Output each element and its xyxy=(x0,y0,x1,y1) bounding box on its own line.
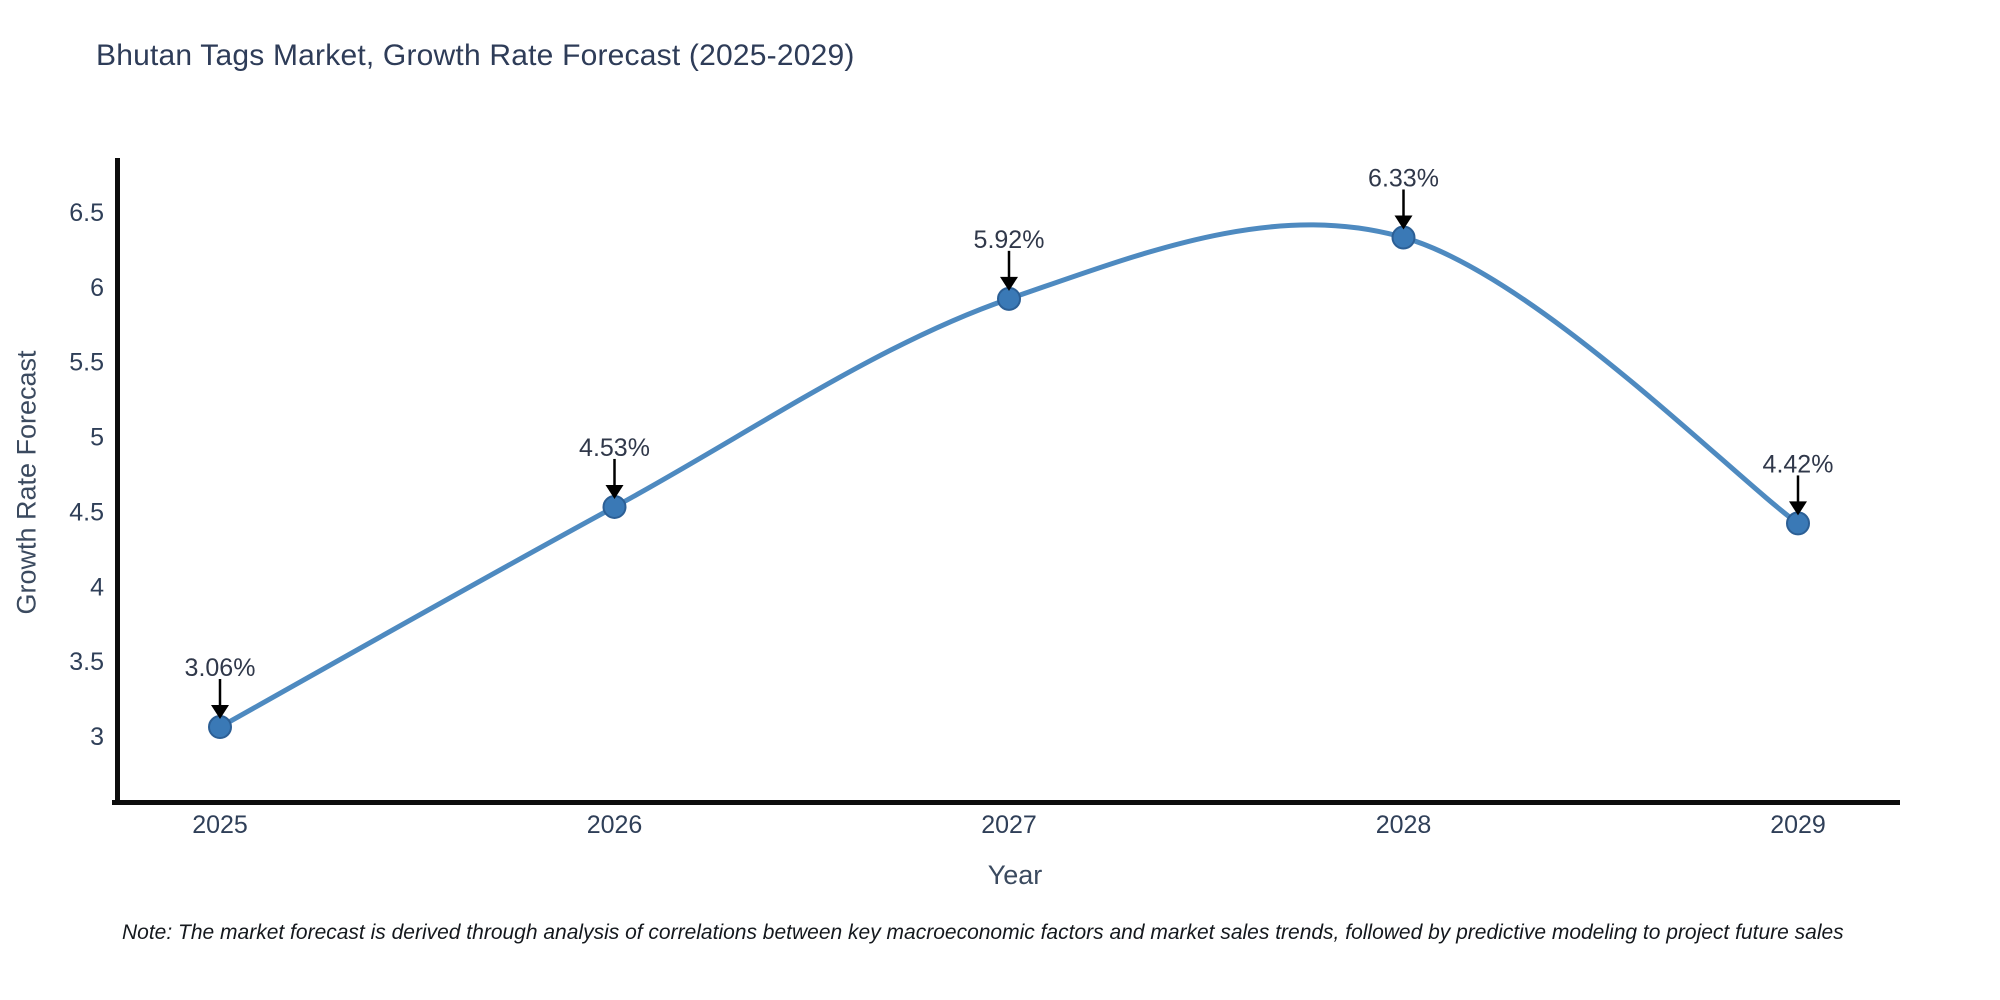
annotation-arrow-head xyxy=(605,484,624,499)
point-value-label: 3.06% xyxy=(185,654,256,682)
data-point-2029 xyxy=(1786,511,1810,536)
annotation-arrow-head xyxy=(211,705,229,720)
data-point-2026 xyxy=(602,494,627,519)
x-axis-title: Year xyxy=(987,860,1043,890)
y-tick-label: 5.5 xyxy=(69,349,104,377)
data-point-2027 xyxy=(997,286,1021,311)
y-tick-label: 4 xyxy=(90,573,104,601)
y-tick-label: 4.5 xyxy=(69,498,104,526)
annotation-arrow-head xyxy=(1000,276,1018,291)
y-axis-title: Growth Rate Forecast xyxy=(11,350,42,615)
y-tick-label: 5 xyxy=(90,424,104,452)
data-point-2028 xyxy=(1391,225,1416,250)
point-value-label: 4.53% xyxy=(579,434,650,462)
point-value-label: 4.42% xyxy=(1763,450,1834,478)
x-tick-label: 2027 xyxy=(981,811,1037,839)
y-tick-label: 6 xyxy=(90,274,104,302)
x-tick-label: 2028 xyxy=(1376,811,1432,839)
annotation-arrow-head xyxy=(1789,501,1807,516)
data-point-2025 xyxy=(208,715,232,740)
y-tick-label: 3.5 xyxy=(69,648,104,676)
annotation-arrow-head xyxy=(1394,215,1413,230)
x-tick-label: 2025 xyxy=(192,811,248,839)
y-tick-label: 6.5 xyxy=(69,199,104,227)
point-value-label: 5.92% xyxy=(974,226,1045,254)
footnote: Note: The market forecast is derived thr… xyxy=(122,921,1844,944)
chart-title: Bhutan Tags Market, Growth Rate Forecast… xyxy=(96,39,855,72)
point-value-label: 6.33% xyxy=(1368,164,1439,192)
x-tick-label: 2029 xyxy=(1770,811,1826,839)
y-tick-label: 3 xyxy=(90,723,104,751)
x-tick-label: 2026 xyxy=(587,811,643,839)
